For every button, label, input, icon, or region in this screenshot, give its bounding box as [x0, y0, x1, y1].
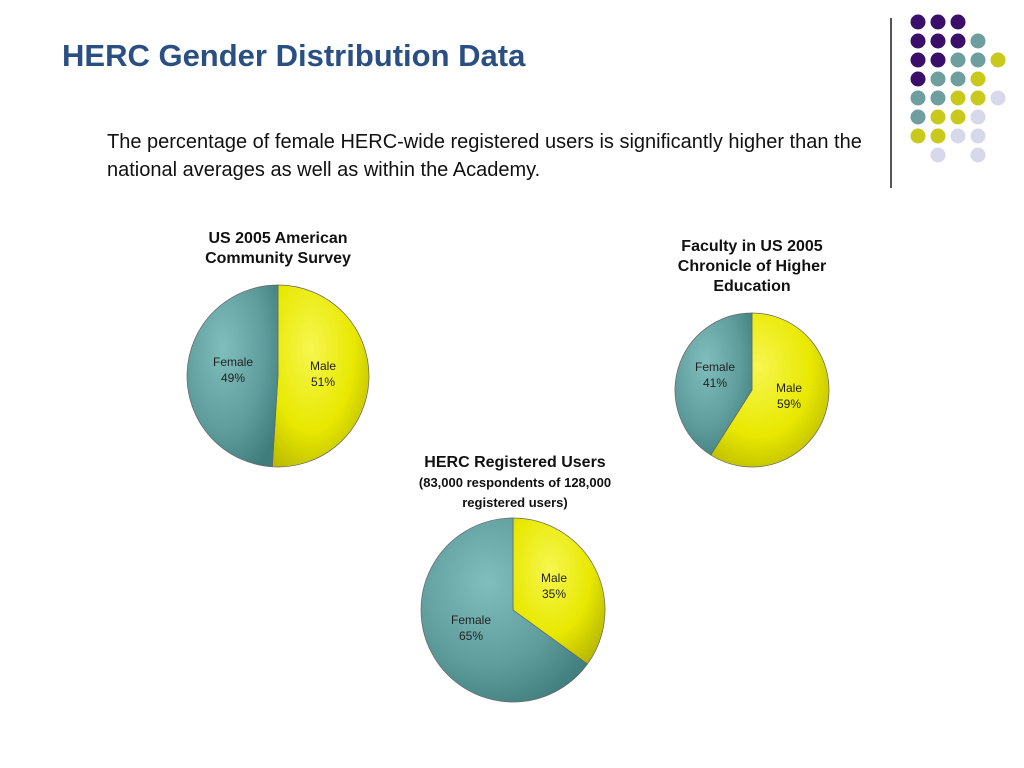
decor-dot — [970, 90, 986, 106]
decor-dot — [970, 33, 986, 49]
chart-title-herc-main: HERC Registered Users — [424, 454, 606, 471]
decor-dot — [930, 90, 946, 106]
decor-dot — [930, 33, 946, 49]
chart-title-acs: US 2005 American Community Survey — [205, 230, 351, 267]
decor-dot — [910, 128, 926, 144]
decor-dot — [950, 33, 966, 49]
pie-slice-female — [420, 517, 588, 703]
decor-dot — [910, 109, 926, 125]
decor-dot — [930, 147, 946, 163]
pie-label-male: Male — [310, 359, 336, 373]
pie-value-female: 49% — [221, 371, 245, 385]
decor-dot — [930, 109, 946, 125]
decor-dot — [970, 128, 986, 144]
pie-value-male: 59% — [777, 397, 801, 411]
decor-dot — [910, 52, 926, 68]
decor-dot — [970, 147, 986, 163]
decor-dot — [910, 33, 926, 49]
pie-slice-female — [186, 284, 279, 468]
decor-dot — [950, 52, 966, 68]
decor-dot — [910, 90, 926, 106]
pie-value-male: 51% — [311, 375, 335, 389]
pie-label-male: Male — [776, 381, 802, 395]
decor-dot — [950, 14, 966, 30]
pie-value-female: 65% — [459, 629, 483, 643]
chart-title-faculty: Faculty in US 2005 Chronicle of Higher E… — [677, 238, 827, 295]
pie-slice-male — [271, 284, 370, 468]
pie-slice-male — [710, 312, 830, 468]
pie-label-male: Male — [541, 571, 567, 585]
pie-value-female: 41% — [703, 376, 727, 390]
slide-title: HERC Gender Distribution Data — [62, 38, 526, 73]
decor-dot — [970, 52, 986, 68]
decor-dot — [910, 71, 926, 87]
pie-label-female: Female — [451, 613, 491, 627]
pie-label-female: Female — [695, 360, 735, 374]
decor-dot — [970, 71, 986, 87]
decor-dot — [990, 52, 1006, 68]
slide-subtitle: The percentage of female HERC-wide regis… — [107, 131, 862, 181]
decor-dot — [950, 128, 966, 144]
pie-value-male: 35% — [542, 587, 566, 601]
decor-dot — [930, 14, 946, 30]
decor-dot — [930, 71, 946, 87]
decor-dot — [950, 71, 966, 87]
chart-title-herc: HERC Registered Users (83,000 respondent… — [400, 453, 630, 513]
decor-dot — [950, 109, 966, 125]
decor-dot — [950, 90, 966, 106]
pie-label-female: Female — [213, 355, 253, 369]
decor-dot — [990, 90, 1006, 106]
chart-subtitle-herc: (83,000 respondents of 128,000 registere… — [418, 475, 612, 510]
decor-dot — [910, 14, 926, 30]
pie-slice-male — [512, 517, 606, 665]
pie-slice-female — [674, 312, 753, 456]
divider-line — [890, 18, 892, 188]
decor-dot — [930, 128, 946, 144]
decor-dot — [970, 109, 986, 125]
decor-dot — [930, 52, 946, 68]
